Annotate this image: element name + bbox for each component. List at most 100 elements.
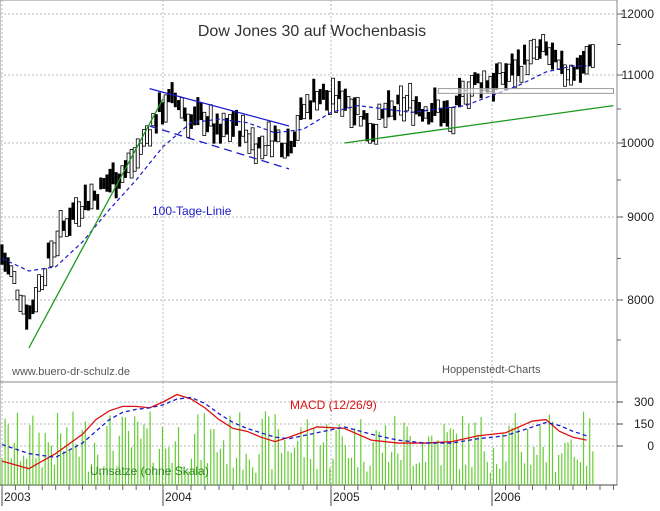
price-bar — [83, 184, 87, 211]
price-bar — [177, 100, 181, 111]
price-bar — [183, 107, 187, 122]
price-bar — [225, 118, 229, 135]
price-bar — [566, 69, 570, 81]
price-bar — [504, 63, 508, 91]
price-bar — [108, 168, 112, 193]
price-bar — [442, 100, 446, 124]
price-bar — [331, 77, 335, 105]
upper-grid — [0, 0, 617, 382]
price-bar — [318, 88, 322, 105]
price-bar — [582, 50, 586, 74]
macd-line — [1, 393, 587, 470]
price-bar — [374, 123, 379, 145]
price-bar — [365, 113, 369, 142]
price-bar — [77, 201, 82, 227]
price-bar — [68, 207, 72, 236]
axis-ticks: 8000 9000 10000 11000 12000 300 150 0 2003 2004 20… — [1, 7, 655, 506]
price-bar — [96, 194, 100, 210]
price-bar — [482, 70, 487, 92]
price-bar — [244, 129, 249, 143]
price-bar — [21, 295, 26, 315]
price-bar — [439, 107, 443, 127]
price-bar — [433, 87, 437, 116]
price-bar — [247, 133, 252, 154]
volume-bars — [1, 411, 594, 485]
macd-tick-label: 300 — [634, 395, 654, 409]
price-bar — [531, 38, 536, 59]
price-bar — [427, 111, 431, 125]
price-bar — [550, 42, 554, 70]
price-bar — [71, 202, 75, 220]
price-bar — [280, 142, 284, 158]
price-bar — [99, 177, 103, 190]
x-tick-label: 2006 — [494, 490, 521, 504]
price-bar — [500, 71, 505, 85]
price-bar — [445, 100, 449, 127]
y-tick-label: 9000 — [627, 210, 654, 224]
price-bar — [167, 89, 171, 103]
price-bar — [55, 230, 60, 257]
price-bar — [525, 59, 530, 76]
price-bar — [535, 46, 539, 61]
trendline — [28, 98, 164, 349]
price-bar — [241, 114, 245, 137]
price-bar — [215, 113, 219, 135]
price-bar — [6, 257, 10, 275]
price-bar — [31, 299, 35, 315]
price-overlays — [1, 65, 615, 349]
x-tick-label: 2004 — [165, 490, 192, 504]
price-bar — [286, 128, 290, 157]
price-bar — [346, 96, 351, 109]
price-bar — [495, 63, 499, 90]
price-bar — [321, 83, 325, 100]
price-bar — [485, 80, 489, 93]
price-bar — [276, 129, 281, 143]
chart-title: Dow Jones 30 auf Wochenbasis — [198, 23, 426, 40]
price-bar — [497, 62, 502, 74]
y-tick-label: 10000 — [621, 136, 655, 150]
price-bar — [380, 108, 384, 119]
price-bar — [43, 268, 48, 287]
source-annotation: www.buero-dr-schulz.de — [11, 366, 130, 378]
price-bar — [221, 112, 226, 138]
macd-tick-label: 150 — [634, 417, 654, 431]
price-bar — [349, 98, 354, 128]
volume-label: Umsätze (ohne Skala) — [90, 464, 209, 478]
price-bar — [170, 82, 174, 104]
price-bar — [12, 271, 17, 284]
price-bar — [312, 78, 316, 103]
price-bar — [340, 90, 345, 117]
price-bar — [105, 174, 109, 192]
price-bar — [353, 97, 357, 126]
price-bar — [469, 75, 474, 97]
price-bar — [235, 109, 238, 126]
price-bar — [408, 82, 413, 109]
price-bar — [52, 242, 57, 258]
trendline — [149, 125, 290, 170]
price-bar — [327, 90, 332, 116]
price-bar — [163, 94, 168, 123]
price-bar — [270, 140, 274, 158]
y-tick-label: 8000 — [627, 293, 654, 307]
price-bar — [371, 123, 375, 142]
price-bar — [519, 65, 524, 83]
macd-lines — [1, 393, 587, 470]
trendline — [344, 104, 614, 144]
price-bar — [266, 121, 271, 146]
price-bar — [138, 142, 143, 155]
price-bar — [523, 44, 527, 65]
price-bar — [263, 145, 268, 156]
price-bar — [260, 135, 265, 160]
price-bar — [544, 41, 548, 56]
price-bar — [575, 57, 579, 70]
price-bar — [206, 116, 210, 133]
price-bar — [417, 102, 421, 117]
price-bar — [253, 143, 258, 164]
price-bar — [228, 114, 232, 142]
price-bar — [528, 40, 533, 65]
price-bar — [157, 92, 161, 113]
price-bar — [160, 102, 164, 125]
price-bar — [572, 66, 576, 81]
